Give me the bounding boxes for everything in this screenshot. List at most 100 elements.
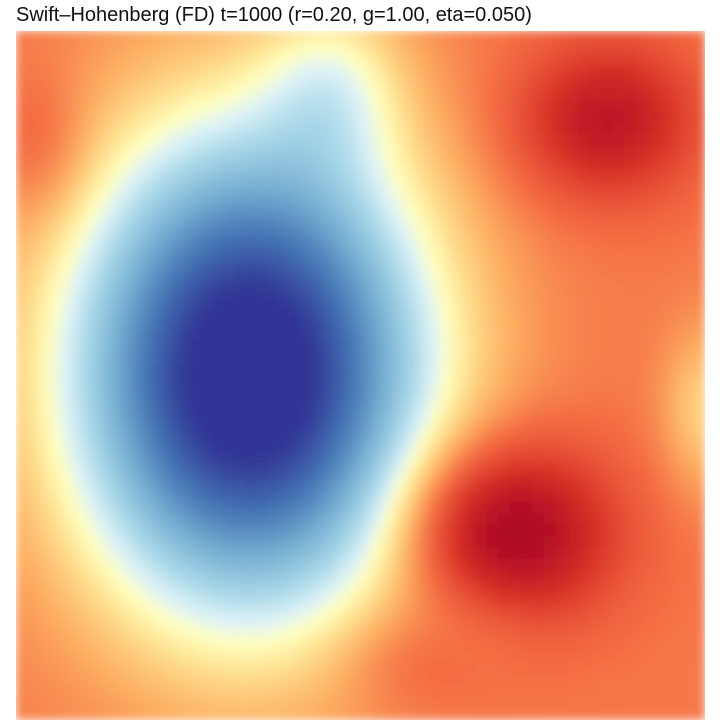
heatmap-cell — [107, 260, 120, 273]
heatmap-cell — [72, 409, 86, 422]
heatmap-cell — [601, 581, 614, 595]
heatmap-cell — [681, 673, 695, 687]
heatmap-cell — [256, 708, 270, 720]
heatmap-cell — [371, 191, 384, 204]
heatmap-cell — [497, 260, 511, 273]
heatmap-cell — [532, 64, 545, 78]
heatmap-cell — [107, 202, 120, 216]
heatmap-cell — [417, 41, 430, 55]
heatmap-cell — [520, 168, 534, 181]
heatmap-cell — [624, 317, 637, 331]
heatmap-cell — [49, 145, 63, 158]
heatmap-cell — [164, 133, 178, 147]
heatmap-cell — [141, 570, 155, 583]
heatmap-cell — [635, 432, 649, 445]
heatmap-cell — [279, 455, 293, 468]
heatmap-cell — [107, 409, 120, 422]
heatmap-cell — [497, 122, 511, 135]
heatmap-cell — [61, 535, 74, 549]
heatmap-cell — [543, 662, 557, 675]
heatmap-cell — [84, 53, 97, 66]
heatmap-cell — [532, 501, 545, 514]
heatmap-cell — [268, 363, 281, 376]
heatmap-cell — [118, 260, 132, 273]
heatmap-cell — [440, 340, 453, 354]
heatmap-cell — [624, 501, 637, 514]
heatmap-cell — [187, 581, 201, 595]
heatmap-cell — [658, 535, 672, 549]
heatmap-cell — [543, 87, 557, 101]
heatmap-cell — [520, 685, 534, 698]
heatmap-cell — [337, 708, 350, 720]
heatmap-cell — [417, 31, 430, 43]
heatmap-cell — [199, 53, 212, 66]
heatmap-cell — [509, 455, 522, 468]
heatmap-cell — [589, 673, 603, 687]
heatmap-cell — [337, 87, 350, 101]
heatmap-cell — [497, 329, 511, 342]
heatmap-cell — [16, 64, 28, 78]
heatmap-cell — [693, 604, 705, 618]
heatmap-cell — [601, 225, 614, 239]
heatmap-cell — [463, 260, 476, 273]
heatmap-cell — [543, 512, 557, 526]
heatmap-cell — [486, 64, 499, 78]
heatmap-cell — [543, 41, 557, 55]
heatmap-cell — [486, 420, 499, 434]
heatmap-cell — [417, 294, 430, 308]
heatmap-cell — [256, 524, 270, 537]
heatmap-cell — [130, 31, 143, 43]
heatmap-cell — [72, 64, 86, 78]
heatmap-cell — [348, 317, 361, 331]
heatmap-cell — [566, 329, 580, 342]
heatmap-cell — [543, 248, 557, 262]
heatmap-cell — [520, 76, 534, 89]
heatmap-cell — [382, 708, 396, 720]
heatmap-cell — [658, 375, 672, 388]
heatmap-cell — [555, 31, 568, 43]
heatmap-cell — [38, 76, 51, 89]
heatmap-cell — [428, 99, 442, 112]
heatmap-cell — [348, 501, 361, 514]
heatmap-cell — [176, 375, 189, 388]
heatmap-cell — [302, 363, 316, 376]
heatmap-cell — [61, 443, 74, 457]
heatmap-cell — [49, 191, 63, 204]
heatmap-cell — [95, 271, 109, 285]
heatmap-cell — [658, 271, 672, 285]
heatmap-cell — [566, 340, 580, 354]
heatmap-cell — [509, 133, 522, 147]
heatmap-cell — [693, 696, 705, 710]
heatmap-cell — [325, 547, 339, 560]
heatmap-cell — [164, 340, 178, 354]
heatmap-cell — [566, 696, 580, 710]
heatmap-cell — [61, 685, 74, 698]
heatmap-cell — [49, 363, 63, 376]
heatmap-cell — [61, 432, 74, 445]
heatmap-cell — [16, 627, 28, 641]
heatmap-cell — [509, 99, 522, 112]
heatmap-cell — [486, 214, 499, 227]
heatmap-cell — [222, 156, 235, 170]
heatmap-cell — [118, 179, 132, 193]
heatmap-cell — [118, 329, 132, 342]
heatmap-cell — [302, 420, 316, 434]
heatmap-cell — [543, 696, 557, 710]
heatmap-cell — [693, 133, 705, 147]
heatmap-cell — [405, 455, 419, 468]
heatmap-cell — [130, 237, 143, 250]
heatmap-cell — [371, 455, 384, 468]
heatmap-cell — [474, 662, 488, 675]
heatmap-cell — [210, 708, 224, 720]
heatmap-cell — [624, 352, 637, 365]
heatmap-cell — [279, 133, 293, 147]
heatmap-cell — [314, 616, 327, 629]
heatmap-cell — [601, 99, 614, 112]
heatmap-cell — [176, 363, 189, 376]
heatmap-cell — [176, 696, 189, 710]
heatmap-cell — [360, 409, 373, 422]
heatmap-cell — [417, 420, 430, 434]
heatmap-cell — [16, 432, 28, 445]
heatmap-cell — [360, 420, 373, 434]
heatmap-cell — [578, 237, 591, 250]
